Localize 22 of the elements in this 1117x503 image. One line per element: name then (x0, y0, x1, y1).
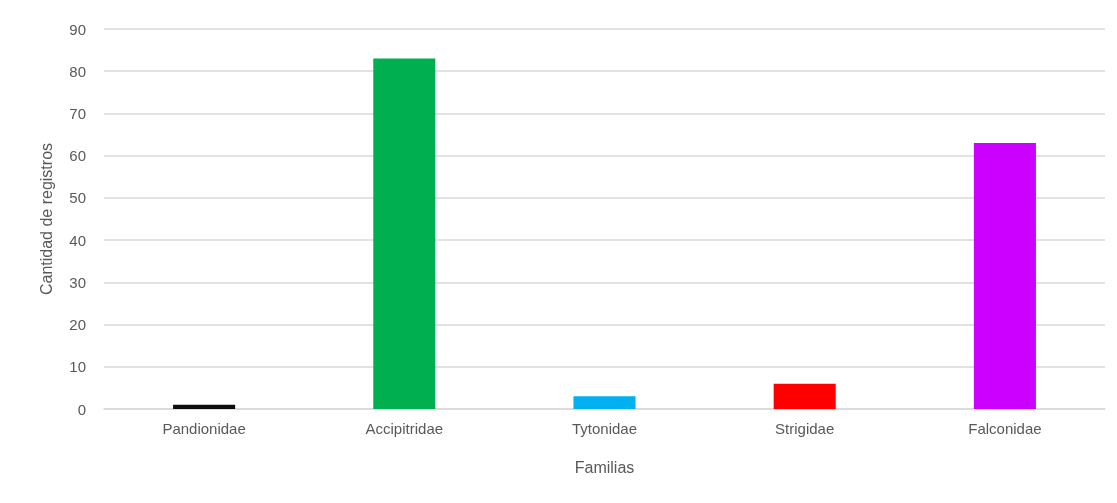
bar (373, 58, 436, 409)
x-tick-label: Accipitridae (365, 420, 444, 437)
y-tick-label: 80 (69, 62, 86, 80)
y-tick-label: 30 (69, 273, 86, 291)
bar (973, 143, 1036, 409)
y-axis-title: Cantidad de registros (37, 142, 55, 296)
y-tick-label: 10 (69, 358, 86, 376)
y-tick-label: 60 (69, 147, 86, 165)
y-tick-label: 90 (69, 20, 86, 38)
y-tick-label: 40 (69, 231, 86, 249)
bar (773, 383, 836, 409)
y-tick-label: 0 (77, 400, 86, 418)
x-tick-label: Tytonidae (571, 420, 638, 437)
x-tick-label: Pandionidae (162, 420, 246, 437)
y-tick-label: 50 (69, 189, 86, 207)
bar (573, 396, 636, 409)
y-tick-label: 20 (69, 316, 86, 334)
x-axis-title: Familias (574, 458, 635, 476)
x-tick-label: Falconidae (968, 420, 1042, 437)
x-tick-label: Strigidae (775, 420, 835, 437)
y-tick-label: 70 (69, 104, 86, 122)
bar (173, 404, 236, 409)
